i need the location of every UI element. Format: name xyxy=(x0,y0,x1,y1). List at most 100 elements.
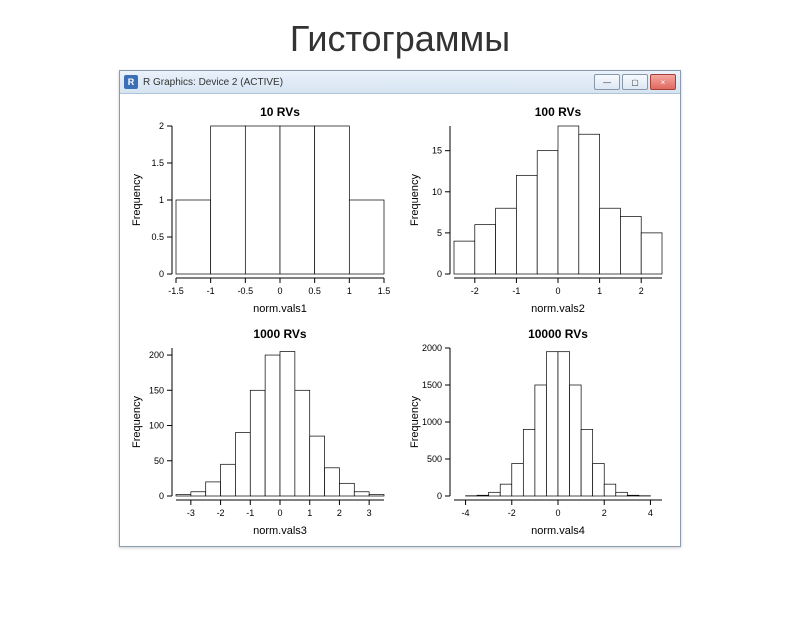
x-tick-label: -1 xyxy=(246,508,254,518)
histogram-panel-4: 10000 RVs-4-2024norm.vals405001000150020… xyxy=(402,322,676,540)
plot-grid: 10 RVs-1.5-1-0.500.511.5norm.vals100.511… xyxy=(120,94,680,546)
x-axis-label: norm.vals2 xyxy=(531,303,585,315)
histogram-bar xyxy=(558,126,579,274)
histogram-bar xyxy=(280,352,295,496)
x-tick-label: 3 xyxy=(367,508,372,518)
y-axis-label: Frequency xyxy=(131,396,143,448)
histogram-bar xyxy=(250,390,265,496)
x-tick-label: -2 xyxy=(471,286,479,296)
histogram-bar xyxy=(496,208,517,274)
histogram-bar xyxy=(512,463,524,496)
histogram-panel-2: 100 RVs -2 -1 0 1 2 norm.vals2 0 5 10 15 Frequency xyxy=(402,100,676,318)
y-tick-label: 0 xyxy=(437,491,442,501)
histogram-bar xyxy=(558,352,570,496)
y-tick-label: 1 xyxy=(159,195,164,205)
histogram-bar xyxy=(500,484,512,496)
y-tick-label: 1000 xyxy=(422,417,442,427)
histogram-bar xyxy=(570,385,582,496)
histogram-bar xyxy=(221,464,236,496)
histogram-bar xyxy=(477,495,489,496)
histogram-bar xyxy=(546,352,558,496)
y-tick-label: 500 xyxy=(427,454,442,464)
histogram-bar xyxy=(600,208,621,274)
histogram-bar xyxy=(206,482,221,496)
x-tick-label: 0 xyxy=(277,508,282,518)
histogram-bar xyxy=(235,433,250,496)
histogram-bar xyxy=(641,233,662,274)
histogram-bar xyxy=(475,225,496,274)
minimize-button[interactable]: — xyxy=(594,74,620,90)
histogram-bar xyxy=(454,241,475,274)
chart-title: 10 RVs xyxy=(260,105,300,119)
x-tick-label: -1 xyxy=(207,286,215,296)
histogram-bar xyxy=(280,126,315,274)
x-tick-label: 4 xyxy=(648,508,653,518)
histogram-bar xyxy=(535,385,547,496)
chart-title: 100 RVs xyxy=(535,105,582,119)
y-tick-label: 15 xyxy=(432,146,442,156)
y-tick-label: 5 xyxy=(437,228,442,238)
x-tick-label: -4 xyxy=(462,508,470,518)
histogram-bar xyxy=(523,429,535,496)
histogram-bar xyxy=(616,492,628,496)
x-tick-label: -2 xyxy=(217,508,225,518)
histogram-bar xyxy=(325,468,340,496)
histogram-bar xyxy=(620,216,641,274)
histogram-bar xyxy=(354,492,369,496)
x-tick-label: -0.5 xyxy=(238,286,254,296)
histogram-bar xyxy=(245,126,280,274)
chart-title: 1000 RVs xyxy=(253,327,306,341)
x-axis-label: norm.vals4 xyxy=(531,525,585,537)
y-axis-label: Frequency xyxy=(409,396,421,448)
x-tick-label: -1.5 xyxy=(168,286,184,296)
y-tick-label: 1500 xyxy=(422,380,442,390)
x-tick-label: -2 xyxy=(508,508,516,518)
histogram-bar xyxy=(581,429,593,496)
histogram-bar xyxy=(295,390,310,496)
r-app-icon: R xyxy=(124,75,138,89)
y-axis-label: Frequency xyxy=(409,174,421,226)
x-tick-label: 2 xyxy=(602,508,607,518)
histogram-bar xyxy=(604,484,616,496)
window-titlebar[interactable]: R R Graphics: Device 2 (ACTIVE) — ▢ × xyxy=(120,71,680,94)
x-tick-label: 1 xyxy=(347,286,352,296)
x-tick-label: 0 xyxy=(277,286,282,296)
histogram-bar xyxy=(176,200,211,274)
chart-title: 10000 RVs xyxy=(528,327,588,341)
histogram-bar xyxy=(310,436,325,496)
y-tick-label: 50 xyxy=(154,456,164,466)
histogram-bar xyxy=(369,495,384,496)
histogram-bar xyxy=(593,463,605,496)
x-tick-label: -3 xyxy=(187,508,195,518)
y-tick-label: 100 xyxy=(149,421,164,431)
y-tick-label: 150 xyxy=(149,385,164,395)
y-tick-label: 0 xyxy=(159,269,164,279)
x-tick-label: 0 xyxy=(555,508,560,518)
histogram-bar xyxy=(191,492,206,496)
x-tick-label: -1 xyxy=(512,286,520,296)
x-tick-label: 1 xyxy=(307,508,312,518)
x-tick-label: 2 xyxy=(337,508,342,518)
y-tick-label: 10 xyxy=(432,187,442,197)
maximize-button[interactable]: ▢ xyxy=(622,74,648,90)
histogram-bar xyxy=(176,495,191,496)
x-tick-label: 2 xyxy=(639,286,644,296)
y-tick-label: 1.5 xyxy=(151,158,164,168)
histogram-bar xyxy=(315,126,350,274)
x-tick-label: 1.5 xyxy=(378,286,391,296)
histogram-bar xyxy=(537,151,558,274)
window-title: R Graphics: Device 2 (ACTIVE) xyxy=(143,77,283,88)
x-tick-label: 0 xyxy=(555,286,560,296)
histogram-panel-1: 10 RVs -1.5 -1 -0.5 0 0.5 1 1.5 norm.vals1 0 0.5 1 1… xyxy=(124,100,398,318)
x-tick-label: 0.5 xyxy=(308,286,321,296)
histogram-bar xyxy=(265,355,280,496)
y-axis-label: Frequency xyxy=(131,174,143,226)
close-button[interactable]: × xyxy=(650,74,676,90)
slide-title: Гистограммы xyxy=(0,18,800,60)
y-tick-label: 2 xyxy=(159,121,164,131)
y-tick-label: 200 xyxy=(149,350,164,360)
y-tick-label: 0 xyxy=(437,269,442,279)
y-tick-label: 0.5 xyxy=(151,232,164,242)
x-axis-label: norm.vals1 xyxy=(253,303,307,315)
x-tick-label: 1 xyxy=(597,286,602,296)
